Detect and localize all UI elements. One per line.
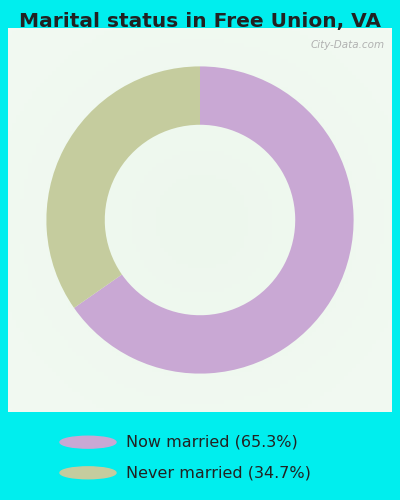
Circle shape xyxy=(60,467,116,479)
Text: City-Data.com: City-Data.com xyxy=(310,40,384,50)
Wedge shape xyxy=(46,66,200,308)
Wedge shape xyxy=(74,66,354,374)
Text: Never married (34.7%): Never married (34.7%) xyxy=(126,466,311,480)
Text: Marital status in Free Union, VA: Marital status in Free Union, VA xyxy=(19,12,381,32)
Circle shape xyxy=(60,436,116,448)
Text: Now married (65.3%): Now married (65.3%) xyxy=(126,434,298,450)
